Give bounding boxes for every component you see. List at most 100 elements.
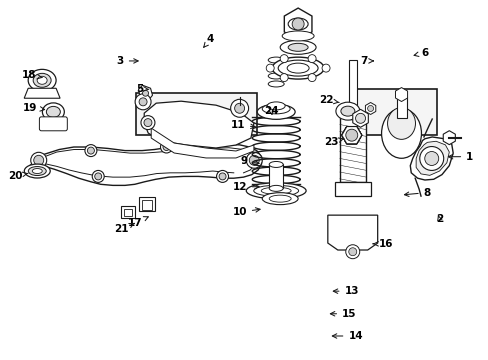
Circle shape [424, 152, 438, 166]
Ellipse shape [262, 193, 298, 204]
Ellipse shape [278, 60, 317, 76]
Bar [339, 115, 365, 182]
Text: 2: 2 [435, 215, 442, 224]
Text: 8: 8 [404, 188, 430, 198]
Circle shape [31, 152, 47, 168]
Ellipse shape [269, 162, 283, 167]
Circle shape [139, 98, 147, 106]
Text: 6: 6 [413, 48, 427, 58]
Circle shape [249, 155, 259, 165]
Circle shape [291, 18, 304, 30]
Ellipse shape [257, 104, 295, 119]
Circle shape [265, 64, 274, 72]
Ellipse shape [268, 57, 284, 63]
Circle shape [345, 245, 359, 259]
Text: 3: 3 [116, 56, 138, 66]
Bar [121, 206, 135, 217]
Polygon shape [415, 141, 448, 175]
Ellipse shape [42, 103, 64, 121]
Polygon shape [151, 128, 253, 158]
Ellipse shape [33, 73, 51, 87]
Text: 14: 14 [332, 331, 362, 341]
Text: 18: 18 [21, 70, 42, 80]
Circle shape [234, 103, 244, 113]
Text: 24: 24 [264, 106, 278, 116]
Bar [124, 208, 132, 216]
Text: 15: 15 [330, 309, 356, 319]
Ellipse shape [253, 185, 298, 196]
Circle shape [307, 55, 315, 63]
Text: 23: 23 [324, 138, 343, 147]
Text: 20: 20 [8, 171, 28, 181]
Ellipse shape [268, 73, 284, 79]
Circle shape [322, 64, 329, 72]
Ellipse shape [261, 187, 290, 194]
Text: 21: 21 [114, 223, 134, 234]
Circle shape [345, 129, 357, 141]
Bar [356, 89, 436, 135]
Ellipse shape [340, 106, 354, 116]
Text: 13: 13 [333, 286, 358, 296]
Ellipse shape [28, 167, 46, 176]
Text: 4: 4 [203, 35, 214, 47]
Text: 16: 16 [372, 239, 392, 249]
Bar [139, 197, 155, 211]
Circle shape [142, 90, 148, 96]
Circle shape [219, 173, 225, 180]
Bar [396, 96, 406, 118]
Ellipse shape [268, 81, 284, 87]
Circle shape [280, 55, 287, 63]
Bar [334, 182, 370, 196]
Circle shape [85, 145, 97, 157]
Circle shape [163, 144, 170, 150]
Ellipse shape [280, 40, 315, 54]
Circle shape [160, 141, 172, 153]
Ellipse shape [246, 183, 305, 199]
Ellipse shape [32, 168, 42, 174]
Text: 11: 11 [230, 121, 255, 130]
Bar [142, 200, 152, 210]
Text: 1: 1 [447, 152, 472, 162]
Circle shape [34, 155, 43, 165]
Ellipse shape [272, 57, 324, 79]
Polygon shape [144, 101, 253, 148]
Text: 5: 5 [136, 84, 148, 94]
Text: 9: 9 [241, 156, 259, 166]
Circle shape [355, 113, 365, 123]
Text: 22: 22 [319, 95, 339, 105]
Ellipse shape [387, 108, 415, 139]
Circle shape [87, 147, 94, 154]
Circle shape [307, 73, 315, 82]
Polygon shape [138, 85, 152, 100]
Ellipse shape [282, 31, 313, 41]
Ellipse shape [262, 104, 289, 114]
Ellipse shape [286, 63, 308, 73]
Bar [348, 60, 356, 115]
Circle shape [246, 152, 262, 168]
Circle shape [230, 99, 248, 117]
Ellipse shape [287, 18, 307, 30]
Ellipse shape [268, 65, 284, 71]
Text: 19: 19 [23, 103, 44, 113]
Circle shape [280, 73, 287, 82]
Ellipse shape [37, 76, 47, 84]
Text: 10: 10 [232, 207, 260, 217]
Circle shape [92, 170, 104, 183]
Circle shape [143, 119, 152, 127]
Ellipse shape [46, 107, 60, 117]
Text: 17: 17 [127, 217, 148, 228]
Polygon shape [409, 137, 452, 180]
Ellipse shape [266, 102, 285, 110]
Polygon shape [327, 215, 377, 250]
Polygon shape [30, 144, 261, 185]
Ellipse shape [335, 102, 359, 120]
Ellipse shape [269, 185, 283, 192]
Bar [136, 93, 257, 135]
Circle shape [419, 147, 443, 170]
Circle shape [348, 248, 356, 256]
Bar [269, 165, 283, 188]
Circle shape [95, 173, 102, 180]
Circle shape [367, 105, 373, 112]
FancyBboxPatch shape [40, 117, 67, 131]
Text: 12: 12 [232, 182, 259, 192]
